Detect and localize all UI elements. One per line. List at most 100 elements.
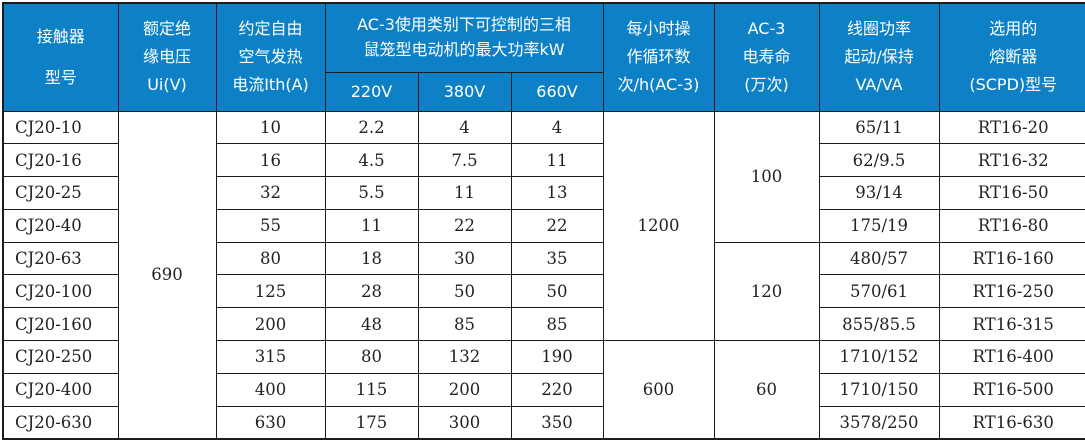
cell-kw380: 30 xyxy=(417,241,512,276)
table-body: CJ20-10 690 10 2.2 4 4 1200 100 65/11 RT… xyxy=(2,110,1085,440)
cell-model: CJ20-25 xyxy=(2,176,119,210)
cell-ith: 55 xyxy=(215,208,326,243)
cell-kw220: 175 xyxy=(324,405,419,440)
cell-ith: 16 xyxy=(215,143,326,178)
cell-cycles-merged: 600 xyxy=(602,340,715,440)
cell-kw220: 28 xyxy=(324,274,419,309)
cell-kw220: 2.2 xyxy=(324,110,419,145)
header-row-top: 接触器 型号 额定绝 缘电压 Ui(V) 约定自由 空气发热 电流Ith(A) … xyxy=(2,2,1085,112)
cell-kw660: 35 xyxy=(510,241,604,276)
col-header-660v: 660V xyxy=(510,71,604,112)
cell-kw380: 85 xyxy=(417,307,512,342)
cell-model: CJ20-40 xyxy=(2,208,119,243)
cell-fuse: RT16-20 xyxy=(938,110,1085,145)
cell-coil: 480/57 xyxy=(818,241,940,276)
cell-kw380: 300 xyxy=(417,405,512,440)
table-row: CJ20-100 125 28 50 50 570/61 RT16-250 xyxy=(2,274,1085,309)
table-row: CJ20-40 55 11 22 22 175/19 RT16-80 xyxy=(2,208,1085,243)
cell-life-merged: 60 xyxy=(713,340,820,440)
header-line: 每小时操 xyxy=(626,19,691,39)
cell-model: CJ20-100 xyxy=(2,274,119,309)
table-row: CJ20-400 400 115 200 220 1710/150 RT16-5… xyxy=(2,372,1085,407)
cell-cycles-merged: 1200 xyxy=(602,110,715,342)
cell-kw660: 190 xyxy=(510,340,604,374)
table-header: 接触器 型号 额定绝 缘电压 Ui(V) 约定自由 空气发热 电流Ith(A) … xyxy=(2,2,1085,112)
col-header-fuse: 选用的 熔断器 (SCPD)型号 xyxy=(938,2,1085,112)
cell-ith: 32 xyxy=(215,176,326,210)
cell-kw380: 4 xyxy=(417,110,512,145)
cell-model: CJ20-63 xyxy=(2,241,119,276)
col-header-ui: 额定绝 缘电压 Ui(V) xyxy=(117,2,217,112)
header-line: 空气发热 xyxy=(238,47,303,67)
cell-ith: 400 xyxy=(215,372,326,407)
header-line: 接触器 xyxy=(36,26,85,46)
cell-model: CJ20-630 xyxy=(2,405,119,440)
col-header-cycles: 每小时操 作循环数 次/h(AC-3) xyxy=(602,2,715,112)
header-line: AC-3使用类别下可控制的三相 xyxy=(357,14,571,34)
header-line: VA/VA xyxy=(855,75,903,95)
header-line: AC-3 xyxy=(747,19,786,39)
cell-kw380: 7.5 xyxy=(417,143,512,178)
header-line: (SCPD)型号 xyxy=(969,75,1058,95)
header-line: 起动/保持 xyxy=(844,47,914,67)
cell-fuse: RT16-160 xyxy=(938,241,1085,276)
cell-fuse: RT16-80 xyxy=(938,208,1085,243)
cell-coil: 65/11 xyxy=(818,110,940,145)
cell-kw660: 220 xyxy=(510,372,604,407)
header-line: 缘电压 xyxy=(142,47,191,67)
header-line: 电寿命 xyxy=(742,47,791,67)
header-line: 鼠笼型电动机的最大功率kW xyxy=(363,39,565,59)
cell-coil: 175/19 xyxy=(818,208,940,243)
header-line: Ui(V) xyxy=(147,75,187,95)
cell-coil: 1710/152 xyxy=(818,340,940,374)
table-row: CJ20-10 690 10 2.2 4 4 1200 100 65/11 RT… xyxy=(2,110,1085,440)
table-row: CJ20-160 200 48 85 85 855/85.5 RT16-315 xyxy=(2,307,1085,342)
cell-coil: 93/14 xyxy=(818,176,940,210)
header-line: 约定自由 xyxy=(238,19,303,39)
cell-kw380: 22 xyxy=(417,208,512,243)
cell-kw660: 4 xyxy=(510,110,604,145)
cell-model: CJ20-16 xyxy=(2,143,119,178)
cell-kw220: 11 xyxy=(324,208,419,243)
cell-kw380: 200 xyxy=(417,372,512,407)
cell-model: CJ20-250 xyxy=(2,340,119,374)
cell-kw220: 18 xyxy=(324,241,419,276)
cell-life-merged: 100 xyxy=(713,110,820,243)
header-line: 电流Ith(A) xyxy=(232,75,309,95)
cell-ith: 315 xyxy=(215,340,326,374)
header-line: 型号 xyxy=(44,68,77,88)
cell-kw220: 5.5 xyxy=(324,176,419,210)
cell-coil: 3578/250 xyxy=(818,405,940,440)
col-header-220v: 220V xyxy=(324,71,419,112)
header-line: 熔断器 xyxy=(989,47,1038,67)
cell-kw380: 50 xyxy=(417,274,512,309)
cell-coil: 855/85.5 xyxy=(818,307,940,342)
cell-fuse: RT16-315 xyxy=(938,307,1085,342)
cell-ui-merged: 690 xyxy=(117,110,217,440)
cell-ith: 125 xyxy=(215,274,326,309)
header-line: 选用的 xyxy=(989,19,1038,39)
cell-kw660: 350 xyxy=(510,405,604,440)
cell-kw220: 4.5 xyxy=(324,143,419,178)
col-header-ith: 约定自由 空气发热 电流Ith(A) xyxy=(215,2,326,112)
header-line: (万次) xyxy=(744,75,789,95)
cell-model: CJ20-10 xyxy=(2,110,119,145)
col-header-380v: 380V xyxy=(417,71,512,112)
col-header-kw-group: AC-3使用类别下可控制的三相 鼠笼型电动机的最大功率kW xyxy=(324,2,604,73)
cell-fuse: RT16-400 xyxy=(938,340,1085,374)
table-row: CJ20-25 32 5.5 11 13 93/14 RT16-50 xyxy=(2,176,1085,210)
header-line: 额定绝 xyxy=(142,19,191,39)
col-header-life: AC-3 电寿命 (万次) xyxy=(713,2,820,112)
header-row-sub: 220V 380V 660V xyxy=(3,71,1085,112)
cell-ith: 10 xyxy=(215,110,326,145)
cell-kw220: 80 xyxy=(324,340,419,374)
col-header-model: 接触器 型号 xyxy=(2,2,119,112)
cell-fuse: RT16-32 xyxy=(938,143,1085,178)
cell-fuse: RT16-50 xyxy=(938,176,1085,210)
table-row: CJ20-16 16 4.5 7.5 11 62/9.5 RT16-32 xyxy=(2,143,1085,178)
cell-fuse: RT16-630 xyxy=(938,405,1085,440)
cell-kw380: 132 xyxy=(417,340,512,374)
cell-fuse: RT16-500 xyxy=(938,372,1085,407)
cell-kw220: 48 xyxy=(324,307,419,342)
